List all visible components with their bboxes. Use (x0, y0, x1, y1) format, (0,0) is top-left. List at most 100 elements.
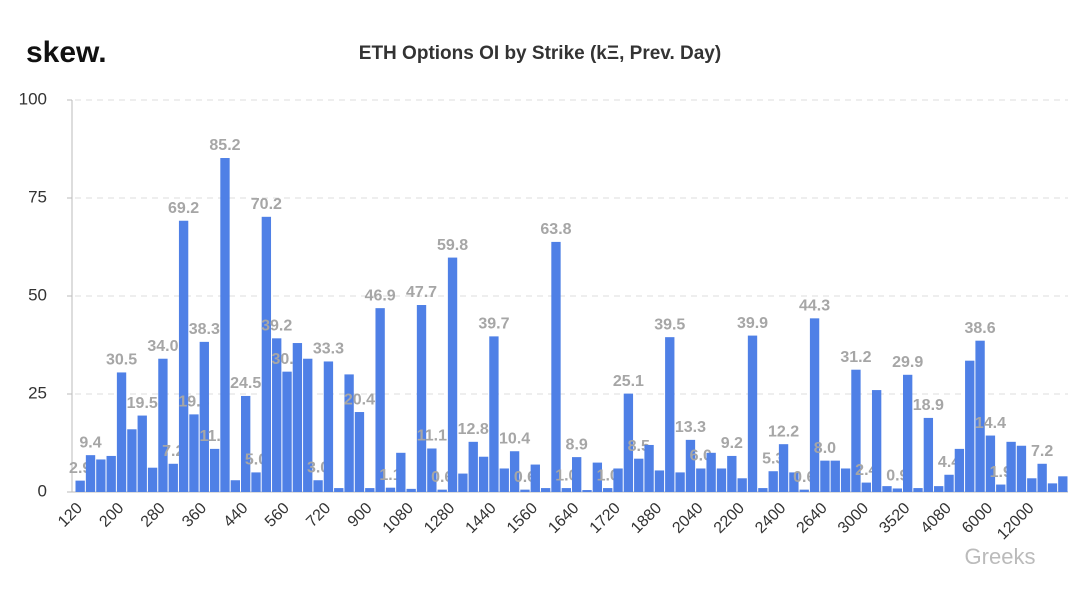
bar (561, 488, 571, 492)
bar (903, 374, 913, 492)
bar (230, 480, 240, 492)
chart-title: ETH Options OI by Strike (kΞ, Prev. Day) (359, 43, 721, 64)
bar (127, 429, 137, 492)
bar (923, 417, 934, 492)
x-tick-label: 6000 (959, 500, 996, 537)
bar (437, 489, 447, 492)
bar (913, 488, 923, 492)
bar (696, 468, 706, 492)
data-label: 31.2 (840, 349, 871, 366)
bar (385, 487, 396, 492)
x-tick-label: 1440 (463, 500, 500, 537)
bar (354, 412, 365, 492)
x-tick-label: 440 (221, 500, 252, 531)
x-tick-label: 1720 (587, 500, 624, 537)
bar (1006, 441, 1016, 492)
y-tick-label: 25 (28, 383, 47, 402)
data-label: 1.9 (990, 464, 1012, 481)
bar (189, 414, 199, 492)
data-label: 39.7 (478, 316, 509, 333)
x-tick-label: 2200 (711, 500, 748, 537)
bar (685, 439, 696, 492)
bar (416, 305, 427, 492)
data-label: 0.6 (431, 469, 453, 486)
x-tick-label: 3520 (876, 500, 913, 537)
bar (365, 488, 375, 492)
data-label: 38.3 (189, 321, 220, 338)
y-tick-label: 100 (19, 89, 47, 108)
bar (178, 220, 189, 492)
bar (282, 371, 292, 492)
data-label: 3.0 (307, 459, 329, 476)
y-tick-label: 0 (38, 481, 47, 500)
data-label: 9.2 (721, 435, 743, 452)
x-tick-label: 1640 (545, 500, 582, 537)
x-tick-label: 200 (96, 500, 127, 531)
data-label: 30.5 (106, 352, 137, 369)
bar (520, 489, 530, 492)
data-label: 10.4 (499, 430, 530, 447)
data-label: 2.4 (855, 462, 877, 479)
data-label: 2.9 (69, 460, 91, 477)
bar (634, 458, 644, 492)
data-label: 6.0 (690, 448, 712, 465)
bar (168, 463, 178, 492)
bar (809, 318, 820, 492)
bar (489, 336, 499, 492)
bar (209, 448, 220, 492)
bar (530, 464, 540, 492)
bar (820, 460, 830, 492)
x-tick-label: 2040 (669, 500, 706, 537)
bar (1047, 483, 1058, 492)
data-label: 8.9 (566, 436, 588, 453)
bar (75, 480, 85, 492)
data-label: 9.4 (79, 434, 101, 451)
bar (871, 390, 882, 492)
data-label: 46.9 (365, 287, 396, 304)
bar (540, 488, 551, 492)
bar (592, 462, 603, 492)
data-label: 1.1 (379, 467, 401, 484)
bar (623, 393, 634, 492)
bar (975, 340, 985, 492)
x-tick-label: 4080 (918, 500, 955, 537)
x-tick-label: 560 (262, 500, 293, 531)
bar (1037, 463, 1047, 492)
bar (106, 455, 116, 492)
data-label: 38.6 (965, 320, 996, 337)
bar (644, 444, 654, 492)
data-label: 18.9 (913, 397, 944, 414)
x-tick-label: 120 (55, 500, 86, 531)
bar (954, 448, 965, 492)
data-label: 39.5 (654, 316, 685, 333)
data-label: 33.3 (313, 341, 344, 358)
bar (892, 488, 902, 492)
bar (747, 335, 758, 492)
bar (1027, 478, 1037, 492)
bar (572, 457, 582, 492)
bar (737, 478, 747, 492)
data-label: 47.7 (406, 284, 437, 301)
data-label: 0.6 (793, 469, 815, 486)
data-label: 0.6 (514, 469, 536, 486)
bar (220, 158, 230, 493)
data-label: 20.4 (344, 391, 375, 408)
watermark: Greeks (965, 544, 1036, 569)
bar (427, 448, 437, 492)
bar (789, 472, 799, 492)
bar (944, 474, 954, 492)
bar (292, 343, 303, 492)
bar (509, 451, 520, 492)
bar (603, 488, 613, 492)
bar (665, 337, 675, 492)
bar (758, 488, 768, 492)
bar (261, 216, 272, 493)
bar (323, 361, 334, 492)
data-label: 11.1 (417, 428, 447, 445)
bar (158, 358, 168, 492)
bar (851, 369, 861, 492)
bar (499, 468, 509, 492)
bar (778, 444, 789, 492)
data-label: 8.0 (814, 440, 836, 457)
